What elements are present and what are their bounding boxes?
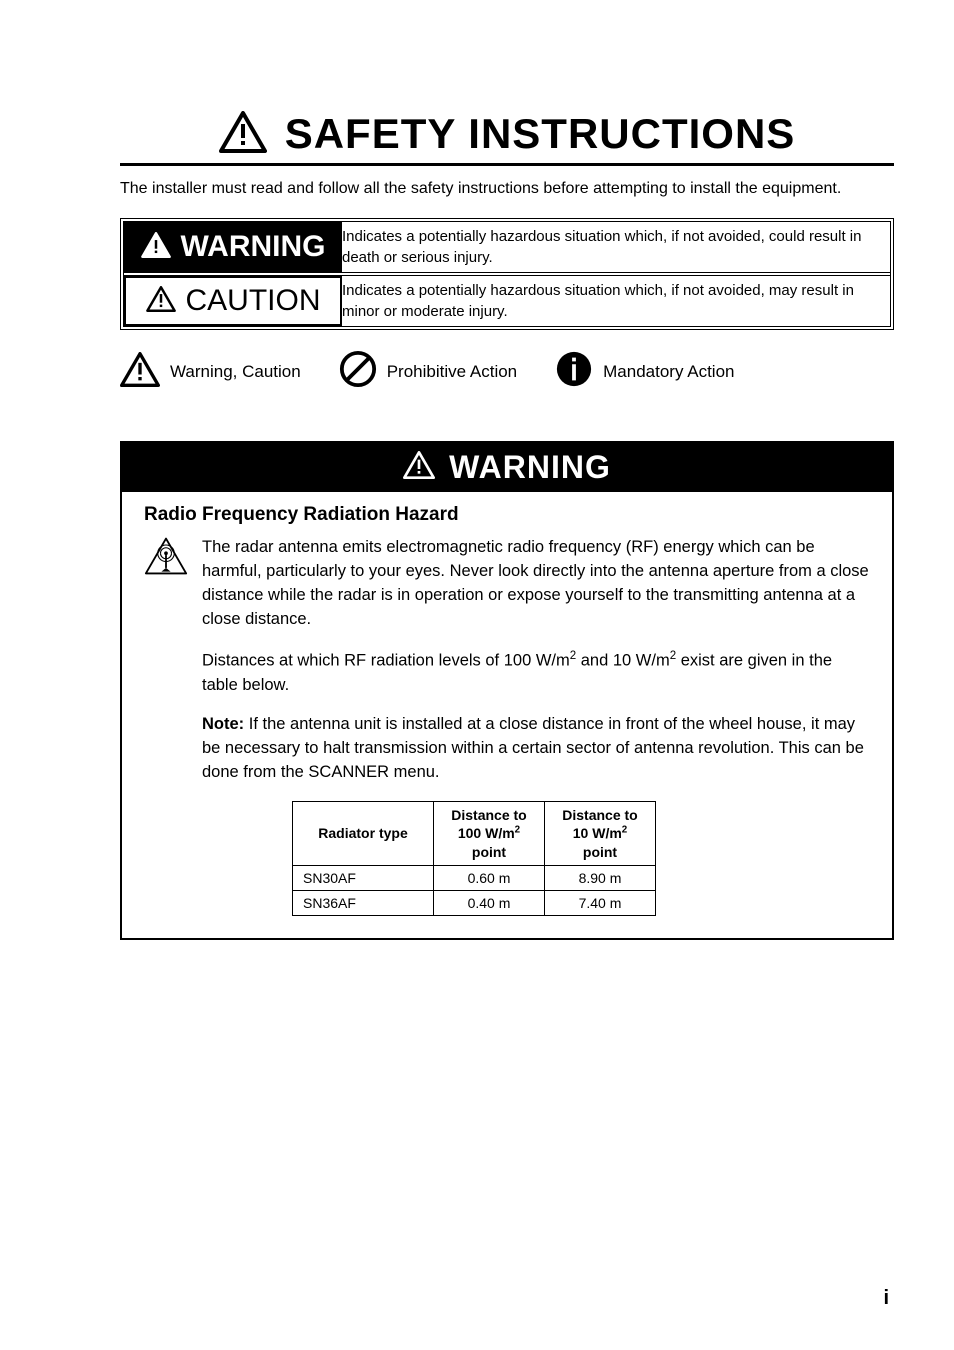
page-container: SAFETY INSTRUCTIONS The installer must r…	[0, 0, 954, 1350]
legend-warning-caution-text: Warning, Caution	[170, 362, 301, 382]
title-row: SAFETY INSTRUCTIONS	[120, 110, 894, 166]
warning-triangle-icon	[219, 111, 267, 158]
warning-block-header-text: WARNING	[449, 449, 611, 486]
warning-triangle-icon	[141, 232, 171, 263]
table-col-100w: Distance to 100 W/m2 point	[434, 802, 545, 866]
legend-prohibitive-text: Prohibitive Action	[387, 362, 517, 382]
rf-hazard-subheading: Radio Frequency Radiation Hazard	[144, 504, 870, 526]
table-col-radiator: Radiator type	[293, 802, 434, 866]
rf-hazard-para2: Distances at which RF radiation levels o…	[202, 648, 870, 697]
warning-block-header: WARNING	[122, 443, 892, 492]
warning-triangle-icon	[146, 286, 176, 317]
caution-definition-text: Indicates a potentially hazardous situat…	[342, 276, 890, 326]
icon-legend-row: Warning, Caution Prohibitive Action Mand…	[120, 350, 894, 393]
legend-mandatory-text: Mandatory Action	[603, 362, 734, 382]
warning-label-text: WARNING	[181, 230, 326, 264]
rf-hazard-note: Note: If the antenna unit is installed a…	[202, 713, 870, 785]
warning-triangle-icon	[120, 352, 160, 392]
rf-hazard-icon	[144, 536, 188, 801]
table-row: SN30AF 0.60 m 8.90 m	[293, 865, 656, 890]
caution-label-box: CAUTION	[124, 276, 342, 326]
radiation-distance-table: Radiator type Distance to 100 W/m2 point…	[292, 801, 656, 916]
warning-definition-text: Indicates a potentially hazardous situat…	[342, 222, 890, 276]
table-row: SN36AF 0.40 m 7.40 m	[293, 890, 656, 915]
rf-hazard-text: The radar antenna emits electromagnetic …	[202, 536, 870, 801]
mandatory-circle-icon	[555, 350, 593, 393]
warning-block-body: Radio Frequency Radiation Hazard	[122, 492, 892, 937]
page-title: SAFETY INSTRUCTIONS	[285, 110, 796, 158]
warning-triangle-icon	[403, 451, 435, 484]
caution-label-text: CAUTION	[186, 284, 321, 318]
table-col-10w: Distance to 10 W/m2 point	[545, 802, 656, 866]
warning-label-box: WARNING	[124, 222, 342, 272]
page-number: i	[883, 1287, 889, 1310]
label-definition-table: WARNING Indicates a potentially hazardou…	[120, 218, 894, 330]
rf-hazard-para1: The radar antenna emits electromagnetic …	[202, 536, 870, 632]
warning-block: WARNING Radio Frequency Radiation Hazard	[120, 441, 894, 939]
intro-text: The installer must read and follow all t…	[120, 178, 894, 200]
prohibit-circle-icon	[339, 350, 377, 393]
